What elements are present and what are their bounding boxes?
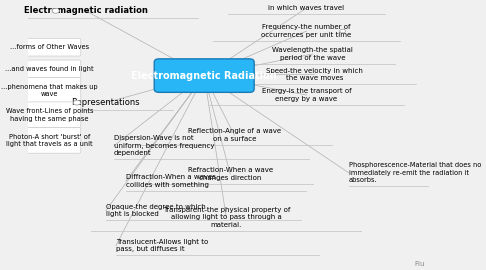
Text: Electromagnetic radiation: Electromagnetic radiation — [24, 6, 148, 15]
Text: Wavelength-the spatial
period of the wave: Wavelength-the spatial period of the wav… — [272, 47, 353, 61]
Text: ...forms of Other Waves: ...forms of Other Waves — [10, 44, 89, 50]
FancyBboxPatch shape — [18, 102, 81, 128]
Text: Electromagnetic Radiation: Electromagnetic Radiation — [131, 70, 277, 81]
Text: Photon-A short 'burst' of
light that travels as a unit: Photon-A short 'burst' of light that tra… — [6, 134, 93, 147]
Text: Reflection-Angle of a wave
on a surface: Reflection-Angle of a wave on a surface — [188, 128, 281, 142]
Text: Refraction-When a wave
changes direction: Refraction-When a wave changes direction — [188, 167, 273, 181]
FancyBboxPatch shape — [18, 78, 81, 103]
Text: Opaque-the degree to which
light is blocked: Opaque-the degree to which light is bloc… — [106, 204, 206, 217]
FancyBboxPatch shape — [18, 128, 81, 153]
Text: Speed-the velocity in which
the wave moves: Speed-the velocity in which the wave mov… — [266, 68, 363, 81]
Text: Phosphorescence-Material that does no
immediately re-emit the radiation it
absor: Phosphorescence-Material that does no im… — [348, 162, 481, 183]
Text: Frequency-the number of
occurrences per unit time: Frequency-the number of occurrences per … — [261, 24, 352, 38]
Circle shape — [340, 29, 346, 33]
Text: Translucent-Allows light to
pass, but diffuses it: Translucent-Allows light to pass, but di… — [116, 239, 208, 252]
Text: Representations: Representations — [71, 98, 140, 107]
FancyBboxPatch shape — [18, 60, 81, 78]
Circle shape — [73, 100, 81, 105]
Text: in which waves travel: in which waves travel — [268, 5, 345, 11]
FancyBboxPatch shape — [154, 59, 254, 92]
Text: Wave front-Lines of points
having the same phase: Wave front-Lines of points having the sa… — [6, 108, 93, 122]
Circle shape — [52, 8, 59, 13]
Text: Energy-is the transport of
energy by a wave: Energy-is the transport of energy by a w… — [262, 88, 351, 102]
Text: Diffraction-When a waves
collides with something: Diffraction-When a waves collides with s… — [126, 174, 216, 188]
Text: ...and waves found in light: ...and waves found in light — [5, 66, 94, 72]
Text: Flu: Flu — [415, 261, 425, 267]
FancyBboxPatch shape — [18, 39, 81, 56]
Text: Dispersion-Wave is not
uniform, becomes frequency
dependent: Dispersion-Wave is not uniform, becomes … — [114, 135, 214, 156]
Text: Transparent-the physical property of
allowing light to pass through a
material.: Transparent-the physical property of all… — [163, 207, 290, 228]
Text: ...phenomena that makes up
wave: ...phenomena that makes up wave — [1, 84, 98, 97]
